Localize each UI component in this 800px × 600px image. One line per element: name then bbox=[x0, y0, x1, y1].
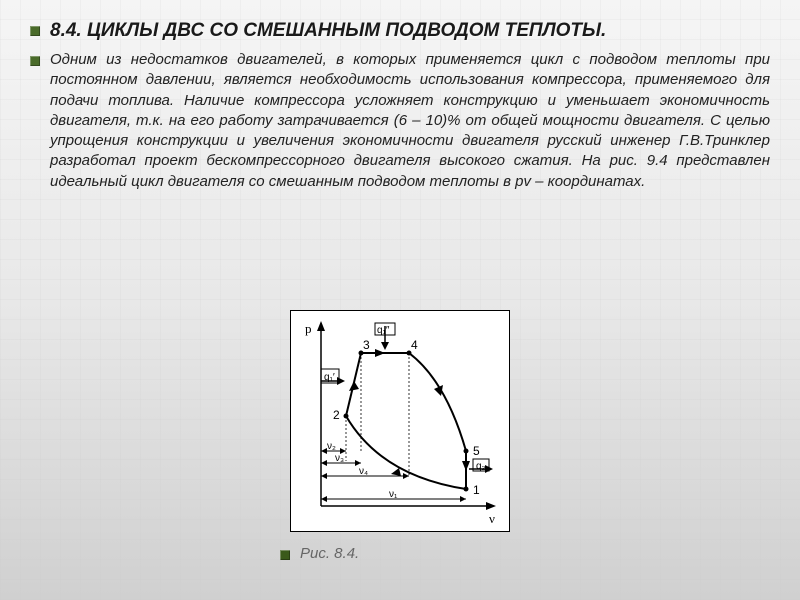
x-axis-label: ν bbox=[489, 511, 495, 526]
figure-caption: Рис. 8.4. bbox=[300, 545, 359, 562]
point-1-label: 1 bbox=[473, 483, 480, 497]
v4-label: ν₄ bbox=[359, 466, 368, 477]
q1-prime-label: q₁′ bbox=[324, 372, 335, 383]
v3-label: ν₃ bbox=[335, 453, 344, 464]
bullet bbox=[280, 550, 290, 560]
q2-label: q₂ bbox=[476, 461, 486, 472]
section-heading: 8.4. ЦИКЛЫ ДВС СО СМЕШАННЫМ ПОДВОДОМ ТЕП… bbox=[50, 20, 606, 42]
point-4-label: 4 bbox=[411, 338, 418, 352]
v1-label: ν₁ bbox=[389, 489, 398, 500]
bullet bbox=[30, 26, 40, 36]
body-paragraph: Одним из недостатков двигателей, в котор… bbox=[50, 50, 770, 192]
pv-diagram-svg: p ν bbox=[291, 311, 511, 531]
point-5-label: 5 bbox=[473, 444, 480, 458]
y-axis-label: p bbox=[305, 321, 312, 336]
pv-diagram: p ν bbox=[290, 310, 510, 532]
q1-dprime-label: q₁″ bbox=[377, 325, 390, 336]
point-3-label: 3 bbox=[363, 338, 370, 352]
v2-label: ν₂ bbox=[327, 441, 336, 452]
point-2-label: 2 bbox=[333, 408, 340, 422]
bullet bbox=[30, 56, 40, 66]
